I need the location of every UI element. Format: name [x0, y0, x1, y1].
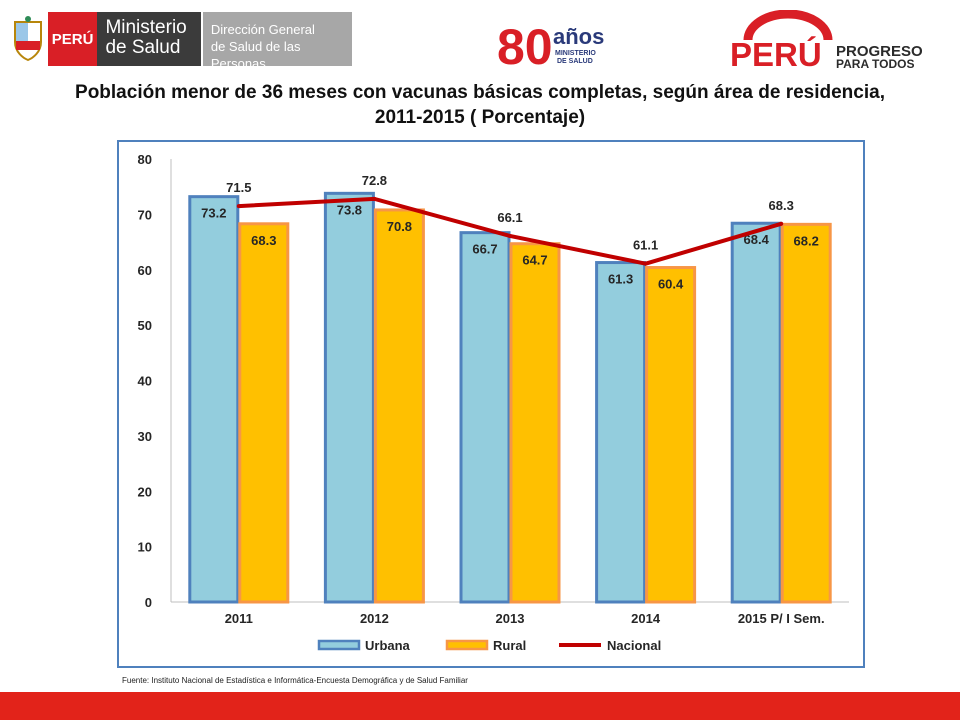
legend-label-nacional: Nacional [607, 638, 661, 653]
data-label-nacional: 66.1 [497, 210, 522, 225]
data-label-rural: 68.3 [251, 233, 276, 248]
direccion-line2: de Salud de las Personas [210, 39, 301, 71]
vaccination-chart: 0 10 20 30 40 50 60 70 80 73.2 68.3 2011 73.8 70.8 201… [138, 152, 849, 653]
peru-brand-logo: PERÚ PROGRESO PARA TODOS [728, 9, 938, 73]
legend-label-urbana: Urbana [365, 638, 411, 653]
data-label-rural: 68.2 [794, 233, 819, 248]
chart-title: Población menor de 36 meses con vacunas … [40, 80, 920, 130]
bar-rural [238, 222, 290, 604]
data-label-nacional: 68.3 [769, 198, 794, 213]
legend-swatch-urbana [317, 639, 361, 651]
y-tick-label: 70 [138, 207, 152, 222]
point-nacional [779, 221, 784, 226]
x-tick-label: 2014 [631, 611, 661, 626]
ministerio-line1: Ministerio [105, 17, 187, 38]
y-tick-label: 60 [138, 263, 152, 278]
anniversary-logo: 80 años MINISTERIO DE SALUD [495, 12, 615, 75]
peru-label: PERÚ [47, 12, 98, 66]
bar-urbana [595, 261, 647, 604]
y-tick-label: 0 [145, 595, 152, 610]
anios-sub2: DE SALUD [557, 58, 593, 65]
y-tick-label: 10 [138, 540, 152, 555]
data-label-urbana: 66.7 [472, 242, 497, 257]
chart-title-line1: Población menor de 36 meses con vacunas … [75, 82, 885, 103]
source-note: Fuente: Instituto Nacional de Estadístic… [122, 676, 468, 685]
y-tick-label: 50 [138, 318, 152, 333]
x-tick-label: 2015 P/ I Sem. [738, 611, 825, 626]
data-label-urbana: 73.8 [337, 202, 362, 217]
data-label-urbana: 68.4 [744, 232, 770, 247]
data-label-rural: 70.8 [387, 219, 412, 234]
legend-label-rural: Rural [493, 638, 526, 653]
header: PERÚ Ministerio de Salud Dirección Gener… [0, 0, 960, 80]
bar-rural [780, 222, 832, 604]
brand-peru: PERÚ [730, 36, 822, 72]
anios-word: años [553, 24, 604, 49]
footer-bar [0, 692, 960, 720]
y-tick-label: 80 [138, 152, 152, 167]
chart-frame: 0 10 20 30 40 50 60 70 80 73.2 68.3 2011 73.8 70.8 201… [117, 140, 865, 668]
bar-urbana [730, 221, 782, 604]
brand-line1: PROGRESO [836, 43, 923, 60]
y-tick-label: 20 [138, 484, 152, 499]
ministerio-line2: de Salud [105, 37, 181, 58]
minsa-logo: PERÚ Ministerio de Salud Dirección Gener… [8, 12, 352, 71]
data-label-rural: 64.7 [522, 253, 547, 268]
x-tick-label: 2011 [225, 611, 253, 626]
data-label-nacional: 71.5 [226, 180, 251, 195]
data-label-rural: 60.4 [658, 277, 684, 292]
direccion-line1: Dirección General [210, 22, 315, 37]
brand-line2: PARA TODOS [836, 57, 914, 71]
data-label-nacional: 72.8 [362, 173, 387, 188]
data-label-urbana: 61.3 [608, 272, 633, 287]
point-nacional [508, 233, 512, 238]
direccion-label: Dirección General de Salud de las Person… [202, 12, 352, 71]
point-nacional [372, 196, 377, 201]
bar-rural [373, 208, 425, 604]
point-nacional [643, 261, 648, 266]
data-label-urbana: 73.2 [201, 206, 226, 221]
point-nacional [236, 204, 241, 209]
x-tick-label: 2012 [360, 611, 389, 626]
anios-sub1: MINISTERIO [555, 50, 596, 57]
bar-rural [645, 266, 697, 604]
bar-urbana [188, 195, 240, 604]
x-tick-label: 2013 [496, 611, 525, 626]
bar-urbana [323, 191, 375, 604]
coat-of-arms-icon [8, 12, 48, 66]
y-tick-label: 30 [138, 429, 152, 444]
bar-urbana [459, 231, 511, 604]
bar-rural [509, 242, 561, 604]
legend-swatch-rural [445, 639, 489, 651]
chart-title-line2: 2011-2015 ( Porcentaje) [374, 107, 586, 128]
ministerio-label: Ministerio de Salud [97, 12, 201, 66]
data-label-nacional: 61.1 [633, 238, 658, 253]
anios-number: 80 [497, 19, 553, 74]
y-tick-label: 40 [138, 374, 152, 389]
